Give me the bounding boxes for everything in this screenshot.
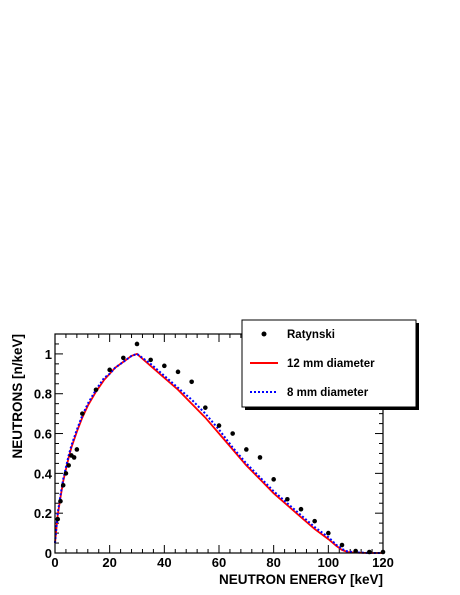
x-tick-label: 20 [102,555,116,570]
data-point [326,530,331,536]
data-point [244,447,249,452]
x-tick-label: 40 [157,555,171,570]
x-tick-label: 80 [266,555,280,570]
series-line [54,352,383,554]
data-point [230,431,235,436]
data-point [216,423,222,428]
data-point [55,516,61,522]
legend-entries: Ratynski 12 mm diameter 8 mm diameter [250,329,375,399]
legend-label: 8 mm diameter [287,387,369,399]
data-point [121,355,126,361]
data-point [58,498,63,504]
y-tick-label: 0.8 [34,387,52,402]
y-tick-label: 0.4 [34,466,53,481]
data-point [271,477,276,482]
data-point [353,548,358,554]
x-tick-label: 60 [212,555,226,570]
data-point [107,367,112,373]
data-point [189,379,194,385]
data-point [175,369,181,375]
data-point [285,496,290,502]
x-axis-title: NEUTRON ENERGY [keV] [219,572,383,587]
data-point [74,447,80,452]
data-point [148,357,153,363]
data-point [134,341,140,347]
data-point [339,542,345,548]
data-point [367,549,372,555]
y-tick-label: 1 [45,347,52,362]
series-layer [54,341,386,555]
legend-label: 12 mm diameter [287,358,375,370]
y-tick-label: 0 [45,546,52,561]
data-point [162,363,167,369]
x-tick-label: 0 [51,555,58,570]
y-tick-label: 0.6 [34,427,52,442]
data-point [203,405,208,410]
data-point [298,506,304,512]
tick-labels: 0 20 40 60 80 100 120 0 0.2 0.4 0.6 0.8 1 [34,347,394,570]
data-point [71,455,77,460]
data-point [312,518,317,524]
data-point [93,387,99,393]
legend-label: Ratynski [287,329,335,341]
data-point [60,483,66,488]
data-point [63,471,69,476]
x-tick-label: 120 [372,555,394,570]
data-point [257,455,263,460]
y-axis-title: NEUTRONS [n/keV] [10,334,25,459]
y-tick-label: 0.2 [34,506,52,521]
data-point [80,411,85,416]
data-point [66,463,71,468]
plot-frame [54,333,384,554]
legend: Ratynski 12 mm diameter 8 mm diameter [241,319,419,410]
x-tick-label: 100 [317,555,339,570]
legend-marker [261,331,267,337]
